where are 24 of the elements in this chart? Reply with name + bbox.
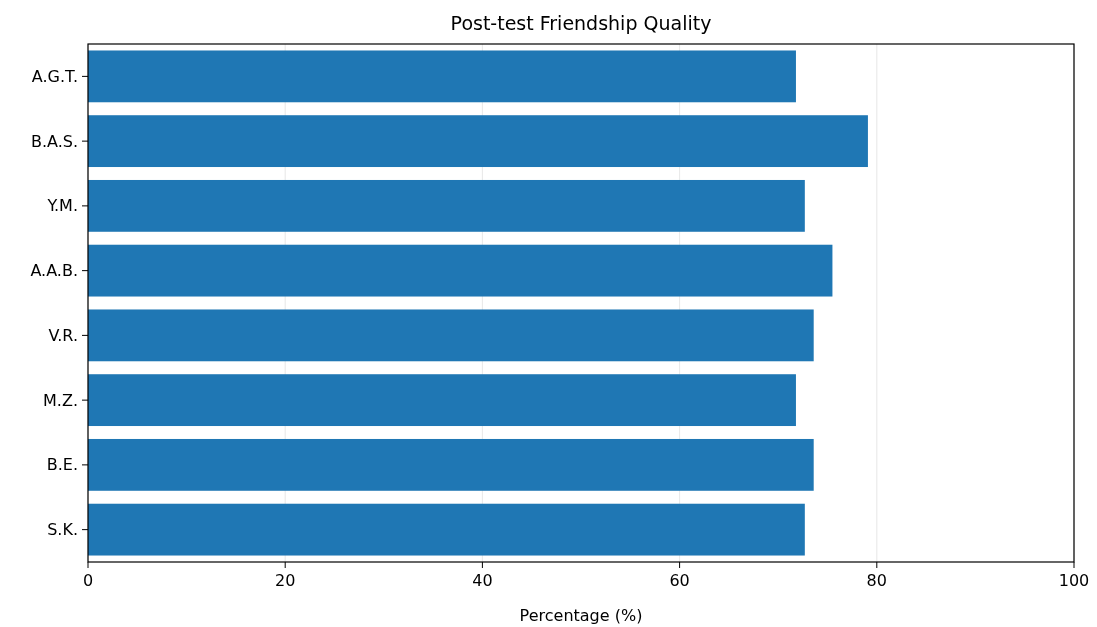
bar (88, 179, 805, 232)
chart-title: Post-test Friendship Quality (450, 12, 712, 34)
x-tick-label: 60 (669, 571, 690, 590)
bar (88, 309, 814, 362)
bar (88, 244, 833, 297)
y-tick-label: M.Z. (43, 390, 78, 410)
x-tick-label: 80 (866, 571, 887, 590)
y-tick-label: Y.M. (46, 196, 78, 216)
y-tick-label: B.E. (46, 455, 78, 475)
y-tick-label: S.K. (47, 520, 78, 540)
y-tick-label: A.A.B. (30, 261, 78, 281)
x-tick-label: 0 (82, 571, 94, 590)
bar (88, 374, 796, 427)
bar (88, 115, 868, 168)
y-tick-label: V.R. (48, 325, 78, 345)
x-axis-title: Percentage (%) (519, 606, 643, 625)
x-tick-label: 20 (275, 571, 296, 590)
bar (88, 503, 805, 556)
x-tick-label: 100 (1058, 571, 1090, 590)
x-tick-label: 40 (472, 571, 493, 590)
y-tick-label: B.A.S. (30, 131, 78, 151)
bar (88, 438, 814, 491)
y-tick-label: A.G.T. (31, 66, 78, 86)
bar (88, 50, 796, 103)
